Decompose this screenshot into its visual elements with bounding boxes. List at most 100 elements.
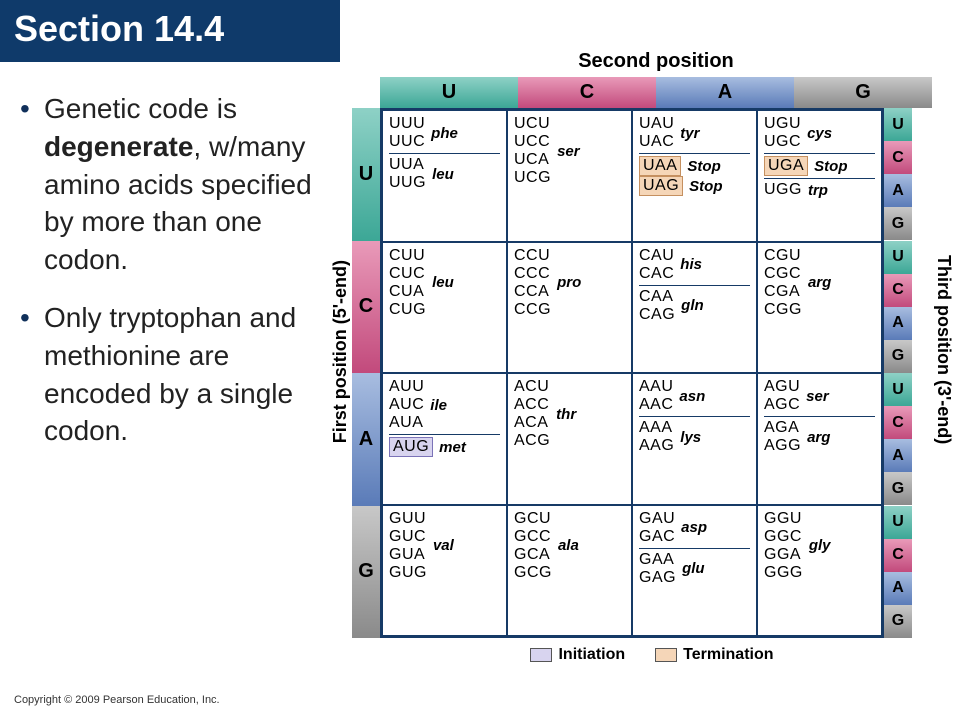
codon: UCG <box>514 169 551 187</box>
codon: CUA <box>389 283 426 301</box>
codon-cell: CCUCCCCCACCGpro <box>507 242 632 374</box>
codon-cell: GAUGACaspGAAGAGglu <box>632 505 757 637</box>
amino-acid: Stop <box>814 158 847 175</box>
codon: GAA <box>639 551 676 569</box>
codon: GCA <box>514 546 552 564</box>
right-header-U: U <box>884 241 912 274</box>
row-header-G: G <box>352 506 380 639</box>
codon: GGU <box>764 510 803 528</box>
amino-acid: Stop <box>689 178 722 195</box>
column-headers: UCAG <box>380 77 932 108</box>
codon: GGA <box>764 546 803 564</box>
codon: UUA <box>389 156 426 174</box>
amino-acid: arg <box>808 274 831 291</box>
legend-label-init: Initiation <box>558 646 625 664</box>
codon: CUG <box>389 301 426 319</box>
amino-acid: ser <box>557 143 580 160</box>
amino-acid: gly <box>809 537 831 554</box>
codon: AGU <box>764 378 800 396</box>
codon: GUC <box>389 528 427 546</box>
right-header-U: U <box>884 506 912 539</box>
bullet-list: Genetic code is degenerate, w/many amino… <box>18 90 328 470</box>
third-position-label: Third position (3'-end) <box>933 255 954 444</box>
right-header-G: G <box>884 605 912 638</box>
amino-acid: Stop <box>687 158 720 175</box>
amino-acid: lys <box>680 429 701 446</box>
row-header-C: C <box>352 241 380 374</box>
bullet-item: Only tryptophan and methionine are encod… <box>18 299 328 450</box>
legend-label-term: Termination <box>683 646 773 664</box>
right-header-A: A <box>884 307 912 340</box>
copyright: Copyright © 2009 Pearson Education, Inc. <box>14 694 220 706</box>
codon: UAC <box>639 133 674 151</box>
right-header-U: U <box>884 373 912 406</box>
codon: ACC <box>514 396 550 414</box>
first-position-label: First position (5'-end) <box>330 260 351 443</box>
amino-acid: glu <box>682 560 705 577</box>
codon: GCU <box>514 510 552 528</box>
codon: CAU <box>639 247 674 265</box>
codon: AAC <box>639 396 673 414</box>
amino-acid: leu <box>432 274 454 291</box>
codon-cell: GCUGCCGCAGCG ala <box>507 505 632 637</box>
codon: AUA <box>389 414 424 432</box>
codon: GGC <box>764 528 803 546</box>
bullet-item: Genetic code is degenerate, w/many amino… <box>18 90 328 279</box>
codon: ACG <box>514 432 550 450</box>
codon: CUU <box>389 247 426 265</box>
codon: CAG <box>639 306 675 324</box>
section-title: Section 14.4 <box>0 0 340 62</box>
right-header-C: C <box>884 406 912 439</box>
codon: AAU <box>639 378 673 396</box>
right-header-G: G <box>884 472 912 505</box>
codon-cell: GGUGGCGGAGGG gly <box>757 505 882 637</box>
amino-acid: thr <box>556 406 576 423</box>
amino-acid: leu <box>432 166 454 183</box>
codon: GGG <box>764 564 803 582</box>
codon: GCG <box>514 564 552 582</box>
codon: UCC <box>514 133 551 151</box>
codon: CUC <box>389 265 426 283</box>
codon: GUU <box>389 510 427 528</box>
codon: CAC <box>639 265 674 283</box>
amino-acid: cys <box>807 125 832 142</box>
row-header-A: A <box>352 373 380 506</box>
codon-cell: AGUAGCserAGAAGGarg <box>757 373 882 505</box>
right-header-U: U <box>884 108 912 141</box>
codon: CCC <box>514 265 551 283</box>
right-header-C: C <box>884 274 912 307</box>
codon: CAA <box>639 288 675 306</box>
codon-cell: UAUUACtyrUAAStopUAGStop <box>632 110 757 242</box>
amino-acid: his <box>680 256 702 273</box>
codon: GCC <box>514 528 552 546</box>
codon-cell: UGUUGCcysUGAStopUGGtrp <box>757 110 882 242</box>
codon: UAU <box>639 115 674 133</box>
amino-acid: trp <box>808 182 828 199</box>
codon: UGG <box>764 181 802 199</box>
amino-acid: tyr <box>680 125 699 142</box>
codon-cell: AAUAACasnAAAAAGlys <box>632 373 757 505</box>
codon: ACA <box>514 414 550 432</box>
right-header-A: A <box>884 439 912 472</box>
legend-swatch-term <box>655 648 677 662</box>
col-header-U: U <box>380 77 518 108</box>
codon: AAG <box>639 437 674 455</box>
codon: CCA <box>514 283 551 301</box>
codon: ACU <box>514 378 550 396</box>
amino-acid: ser <box>806 388 829 405</box>
codon: CGA <box>764 283 802 301</box>
codon-cell: AUUAUCAUAileAUGmet <box>382 373 507 505</box>
codon: CGC <box>764 265 802 283</box>
codon: UGU <box>764 115 801 133</box>
legend-swatch-init <box>530 648 552 662</box>
codon-cell: CAUCAChisCAACAGgln <box>632 242 757 374</box>
codon: CCG <box>514 301 551 319</box>
codon: AGG <box>764 437 801 455</box>
legend: Initiation Termination <box>372 646 932 664</box>
codon: UUU <box>389 115 425 133</box>
amino-acid: ala <box>558 537 579 554</box>
right-header-A: A <box>884 174 912 207</box>
amino-acid: val <box>433 537 454 554</box>
codon: AGA <box>764 419 801 437</box>
right-header-A: A <box>884 572 912 605</box>
